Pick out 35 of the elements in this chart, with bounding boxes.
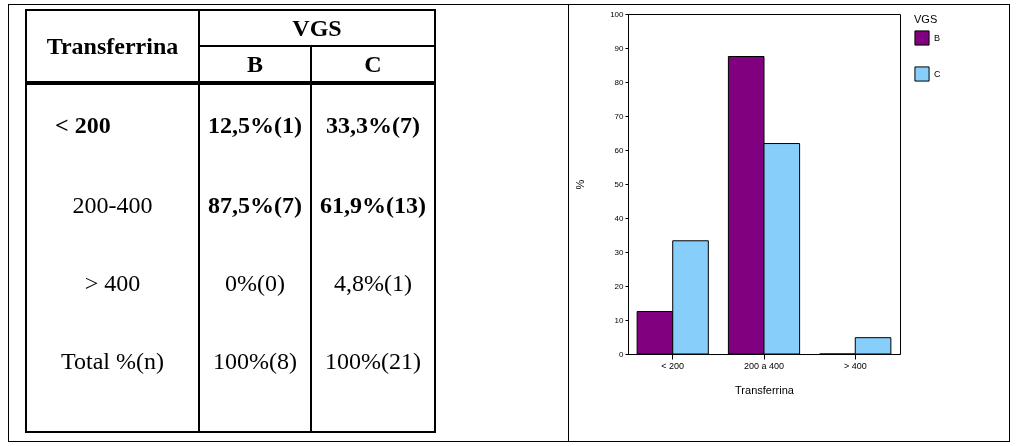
y-tick-label: 60 — [615, 145, 625, 155]
legend-title: VGS — [914, 13, 938, 25]
text: > 400 — [26, 244, 199, 323]
x-tick-label: < 200 — [661, 360, 685, 371]
legend-label: B — [934, 33, 941, 43]
text: Transferrina — [26, 10, 199, 83]
x-axis-title: Transferrina — [735, 383, 796, 396]
text: 0%(0) — [199, 244, 311, 323]
y-tick-label: 100 — [610, 9, 625, 19]
y-axis-title: % — [574, 179, 587, 190]
y-tick-label: 50 — [615, 179, 625, 189]
y-tick-label: 80 — [615, 77, 625, 87]
text: Total %(n) — [26, 322, 199, 401]
x-tick-label: > 400 — [844, 360, 868, 371]
legend-label: C — [934, 69, 942, 79]
y-tick-label: 90 — [615, 43, 625, 53]
y-tick-label: 40 — [615, 213, 625, 223]
text: 100%(8) — [199, 322, 311, 401]
text: 33,3%(7) — [310, 83, 435, 167]
text: B — [199, 46, 311, 83]
text: 100%(21) — [310, 322, 435, 401]
text: < 200 — [26, 83, 199, 167]
y-tick-label: 0 — [619, 349, 625, 359]
text: 12,5%(1) — [199, 83, 311, 167]
text: 87,5%(7) — [199, 166, 311, 245]
text: VGS — [199, 10, 435, 46]
y-tick-label: 20 — [615, 281, 625, 291]
y-tick-label: 30 — [615, 247, 625, 257]
text: 200-400 — [26, 166, 199, 245]
text: 61,9%(13) — [310, 166, 435, 245]
x-tick-label: 200 a 400 — [744, 360, 785, 371]
text: C — [310, 46, 435, 83]
y-tick-label: 10 — [615, 315, 625, 325]
text: 4,8%(1) — [310, 244, 435, 323]
y-tick-label: 70 — [615, 111, 625, 121]
